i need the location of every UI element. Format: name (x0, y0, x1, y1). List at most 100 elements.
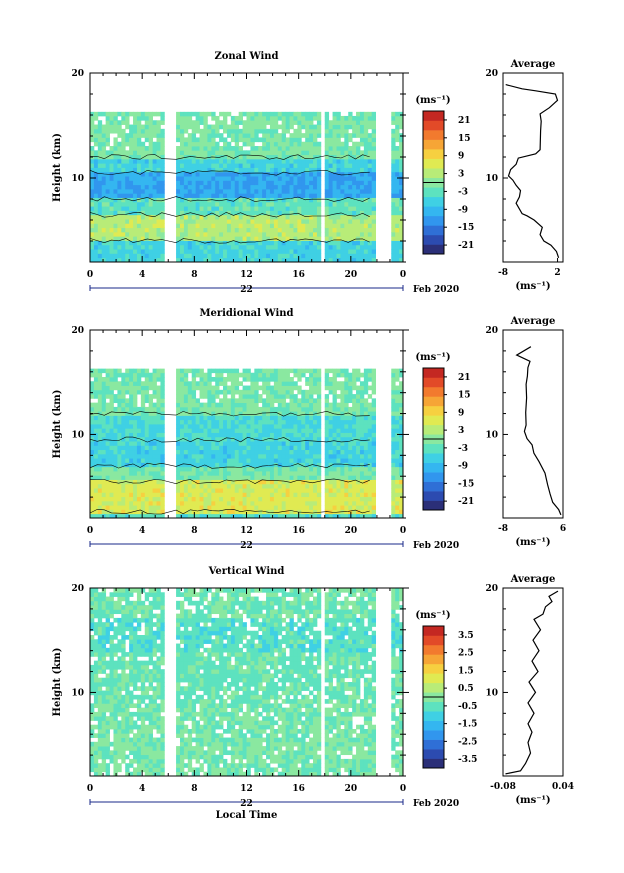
heatmap-cell (367, 402, 373, 408)
heatmap-cell (238, 415, 243, 421)
heatmap-cell (179, 137, 185, 143)
heatmap-cell (363, 236, 369, 241)
heatmap-cell (223, 424, 228, 429)
heatmap-cell (254, 188, 259, 194)
heatmap-cell (367, 509, 373, 515)
heatmap-cell (117, 154, 122, 160)
heatmap-cell (230, 193, 236, 198)
heatmap-cell (211, 385, 216, 391)
heatmap-cell (207, 389, 212, 395)
heatmap-cell (359, 449, 365, 455)
heatmap-cell (359, 496, 365, 502)
heatmap-cell (356, 377, 361, 382)
heatmap-cell (144, 184, 150, 190)
heatmap-cell (289, 120, 294, 125)
heatmap-cell (129, 206, 134, 211)
heatmap-cell (176, 133, 181, 138)
heatmap-cell (105, 471, 110, 476)
heatmap-cell (281, 453, 287, 459)
heatmap-cell (191, 372, 197, 378)
heatmap-cell (262, 197, 267, 203)
heatmap-cell (250, 150, 255, 156)
heatmap-cell (301, 154, 306, 160)
heatmap-cell (207, 479, 212, 485)
heatmap-cell (215, 402, 220, 408)
heatmap-cell (336, 445, 341, 451)
heatmap-cell (176, 372, 181, 378)
heatmap-cell (352, 223, 357, 229)
heatmap-cell (144, 223, 150, 229)
heatmap-cell (336, 236, 341, 241)
x-tick-label: 0 (87, 270, 93, 280)
heatmap-cell (203, 428, 208, 433)
heatmap-cell (113, 385, 118, 391)
heatmap-cell (289, 509, 294, 515)
heatmap-cell (269, 115, 275, 121)
heatmap-cell (234, 171, 240, 177)
heatmap-cell (195, 479, 200, 485)
heatmap-cell (203, 432, 208, 438)
heatmap-cell (226, 453, 232, 459)
heatmap-cell (277, 141, 283, 147)
heatmap-cell (289, 133, 294, 138)
heatmap-cell (226, 141, 232, 147)
heatmap-cell (203, 141, 208, 147)
heatmap-cell (183, 500, 189, 506)
heatmap-cell (234, 398, 240, 404)
heatmap-cell (344, 377, 349, 382)
heatmap-cell (340, 398, 345, 404)
heatmap-cell (363, 257, 369, 263)
heatmap-cell (391, 214, 396, 220)
heatmap-cell (305, 214, 310, 220)
heatmap-cell (101, 206, 107, 211)
heatmap-cell (391, 458, 396, 463)
heatmap-cell (97, 466, 103, 472)
heatmap-cell (121, 180, 126, 186)
heatmap-cell (129, 411, 134, 416)
heatmap-cell (254, 231, 259, 237)
heatmap-cell (113, 496, 118, 502)
heatmap-cell (93, 428, 99, 433)
heatmap-cell (313, 445, 318, 451)
heatmap-cell (199, 428, 204, 433)
heatmap-cell (348, 219, 353, 224)
heatmap-cell (359, 385, 365, 391)
heatmap-cell (93, 206, 99, 211)
heatmap-cell (238, 462, 243, 468)
heatmap-cell (356, 436, 361, 442)
heatmap-cell (140, 167, 146, 173)
heatmap-cell (348, 500, 353, 506)
heatmap-cell (254, 385, 259, 391)
heatmap-cell (297, 120, 302, 125)
heatmap-cell (273, 201, 279, 207)
heatmap-cell (363, 150, 369, 156)
heatmap-cell (363, 381, 369, 386)
heatmap-cell (277, 180, 283, 186)
heatmap-cell (207, 257, 212, 263)
heatmap-cell (289, 115, 294, 121)
heatmap-cell (160, 509, 165, 515)
heatmap-cell (277, 394, 283, 399)
heatmap-cell (97, 180, 103, 186)
heatmap-cell (309, 466, 314, 472)
heatmap-cell (234, 479, 240, 485)
heatmap-cell (195, 111, 200, 117)
heatmap-cell (144, 381, 150, 386)
heatmap-cell (140, 193, 146, 198)
heatmap-cell (234, 505, 240, 510)
heatmap-cell (156, 415, 161, 421)
heatmap-cell (258, 462, 263, 468)
heatmap-cell (187, 402, 193, 408)
heatmap-cell (242, 171, 247, 177)
heatmap-cell (223, 513, 228, 519)
heatmap-cell (399, 197, 404, 203)
heatmap-cell (399, 483, 404, 489)
heatmap-cell (183, 406, 189, 412)
heatmap-cell (219, 180, 224, 186)
heatmap-cell (179, 141, 185, 147)
heatmap-cell (285, 513, 290, 519)
heatmap-cell (242, 206, 247, 211)
heatmap-cell (90, 402, 95, 408)
heatmap-cell (301, 188, 306, 194)
heatmap-cell (97, 419, 103, 425)
